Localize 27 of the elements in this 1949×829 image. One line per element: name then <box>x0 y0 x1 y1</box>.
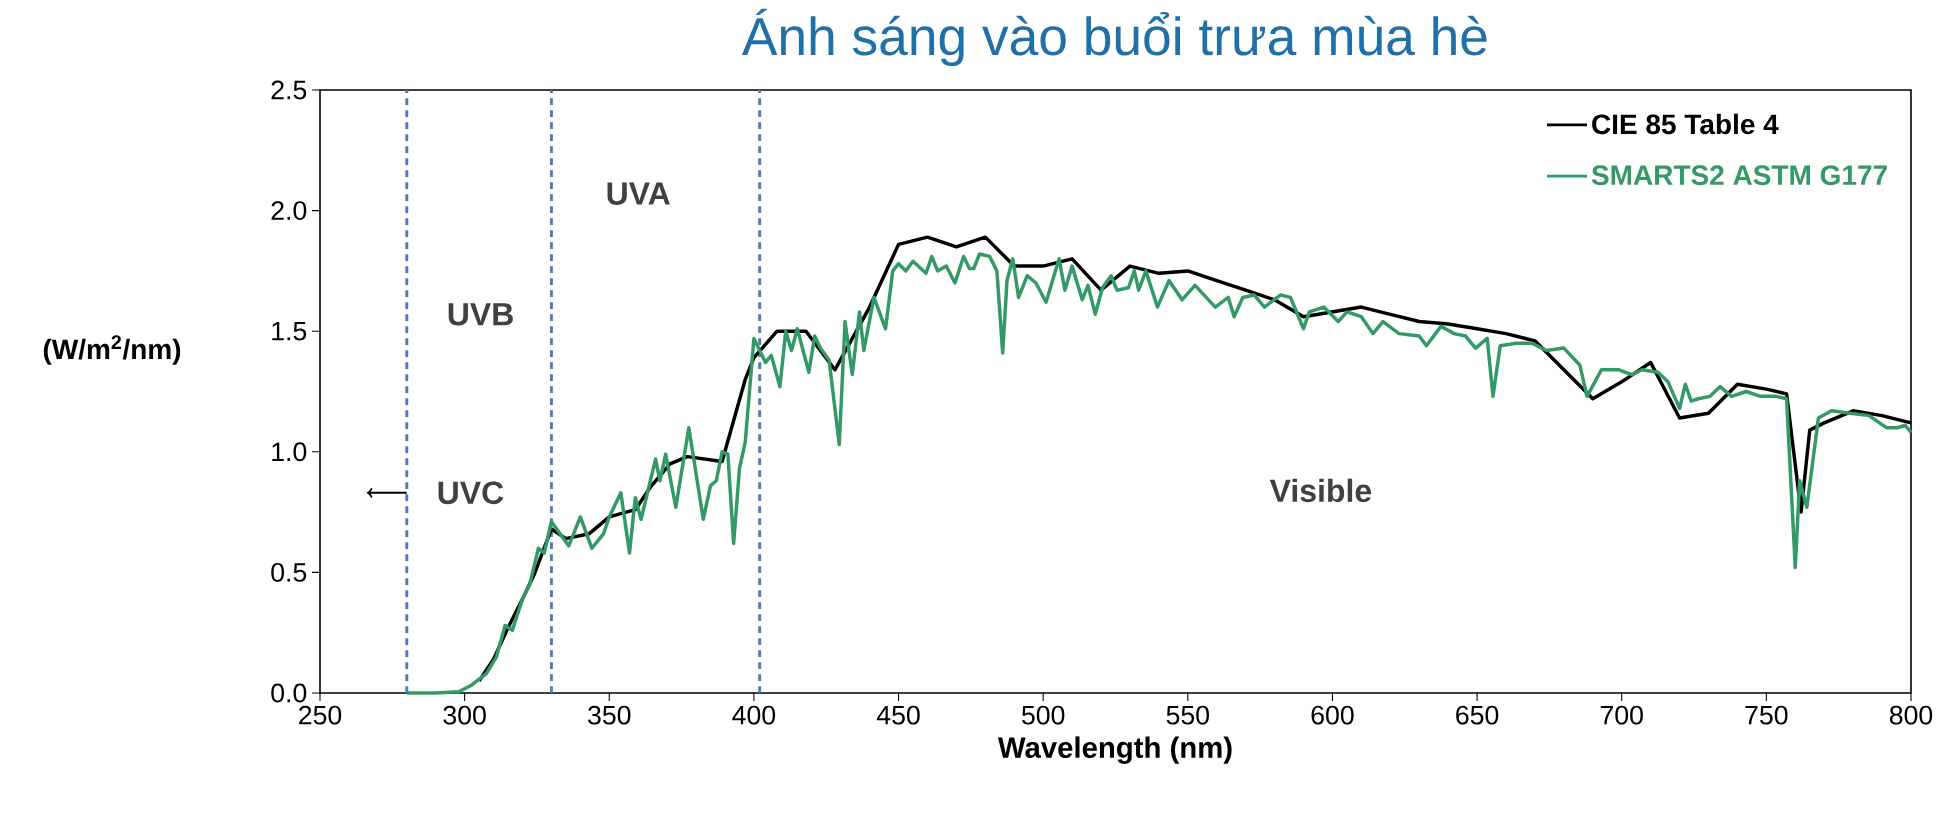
legend-label: SMARTS2 ASTM G177 <box>1591 165 1887 186</box>
y-tick-label: 1.5 <box>272 321 307 341</box>
y-tick-label: 2.0 <box>271 201 307 221</box>
y-tick-label: 0.5 <box>271 562 307 582</box>
annotation: UVB <box>448 303 513 326</box>
x-tick-label: 500 <box>1022 705 1065 725</box>
legend-label: CIE 85 Table 4 <box>1592 113 1779 135</box>
y-tick-label: 2.5 <box>271 80 307 100</box>
x-tick-label: 600 <box>1311 705 1354 725</box>
x-tick-label: 800 <box>1889 705 1933 725</box>
x-tick-label: 350 <box>588 705 631 725</box>
y-tick-label: 0.0 <box>271 683 307 703</box>
x-tick-label: 400 <box>732 705 776 725</box>
x-tick-label: 700 <box>1600 705 1643 725</box>
annotation: UVA <box>607 182 670 205</box>
chart-title: Ánh sáng vào buổi trưa mùa hè <box>741 8 1487 67</box>
y-tick-label: 1.0 <box>272 442 307 462</box>
x-axis-title: Wavelength (nm) <box>997 736 1232 764</box>
annotation: Visible <box>1269 478 1372 503</box>
x-tick-label: 750 <box>1745 705 1788 725</box>
x-tick-label: 450 <box>876 705 920 725</box>
x-tick-label: 300 <box>443 705 486 725</box>
x-tick-label: 550 <box>1166 705 1209 725</box>
x-tick-label: 250 <box>299 705 342 725</box>
y-axis-title: (W/m$^{2}$/nm) <box>43 335 181 365</box>
annotation: UVC <box>438 481 504 505</box>
x-tick-label: 650 <box>1456 705 1499 725</box>
